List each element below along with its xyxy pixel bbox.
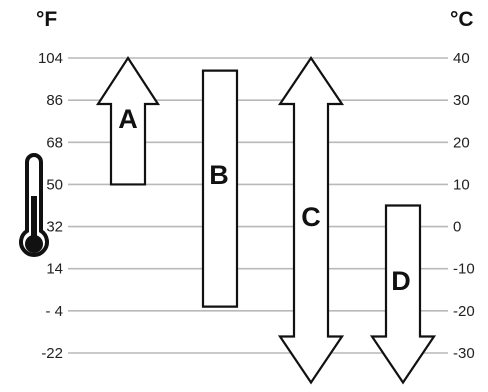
fahrenheit-tick-label: 104 [38, 50, 63, 67]
fahrenheit-tick-label: - 4 [45, 303, 63, 320]
celsius-tick-label: -20 [453, 303, 475, 320]
rectangle-shape [201, 69, 239, 308]
celsius-tick-label: 20 [453, 134, 470, 151]
thermometer-icon [19, 153, 49, 257]
arrow-both-shape [277, 56, 345, 385]
range-bar-label: B [209, 160, 229, 190]
celsius-tick-label: -10 [453, 261, 475, 278]
fahrenheit-tick-label: 50 [46, 176, 63, 193]
celsius-tick-label: 30 [453, 92, 470, 109]
fahrenheit-unit-label: °F [36, 8, 57, 31]
celsius-tick-label: 0 [453, 219, 461, 236]
celsius-unit-label: °C [450, 8, 474, 31]
fahrenheit-tick-label: 86 [46, 92, 63, 109]
celsius-tick-label: 40 [453, 50, 470, 67]
range-bar-a: A [95, 55, 161, 186]
range-bar-b: B [201, 69, 239, 308]
fahrenheit-tick-label: 68 [46, 134, 63, 151]
range-bar-label: A [118, 104, 138, 134]
axis-ticks: 104 40 86 30 68 20 50 10 32 0 14 -10 - 4 -20 -22 -30 [38, 50, 475, 362]
celsius-tick-label: -30 [453, 345, 475, 362]
range-bars: A B C D [95, 55, 437, 385]
range-bar-d: D [369, 204, 437, 385]
fahrenheit-tick-label: 14 [46, 261, 63, 278]
arrow-up-shape [95, 55, 161, 186]
range-bar-c: C [277, 56, 345, 385]
fahrenheit-tick-label: 32 [46, 219, 63, 236]
range-bar-label: C [301, 202, 321, 232]
range-bar-label: D [391, 266, 411, 296]
fahrenheit-tick-label: -22 [41, 345, 63, 362]
arrow-down-shape [369, 204, 437, 385]
celsius-tick-label: 10 [453, 176, 470, 193]
